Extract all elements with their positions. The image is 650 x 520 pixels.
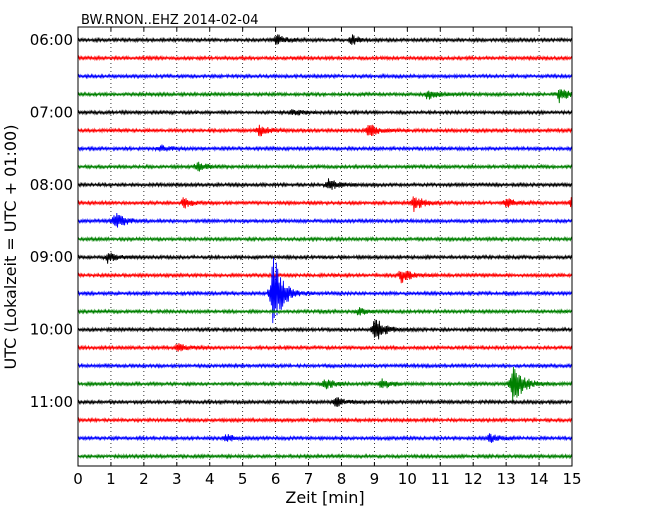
trace-line-4: [77, 109, 573, 116]
trace-line-6: [77, 144, 573, 153]
trace-line-3: [77, 89, 573, 104]
x-tick-label: 15: [562, 470, 581, 488]
trace-line-13: [77, 270, 573, 284]
trace-line-5: [77, 124, 573, 137]
trace-line-18: [77, 362, 573, 370]
x-tick-label: 8: [337, 470, 347, 488]
y-tick-label: 11:00: [30, 393, 73, 411]
trace-line-9: [77, 196, 573, 213]
y-tick-label: 08:00: [30, 176, 73, 194]
x-tick-label: 4: [205, 470, 215, 488]
trace-line-14: [77, 257, 573, 324]
y-axis-ticks: 06:00 07:00 08:00 09:00 10:00 11:00: [30, 31, 572, 411]
y-tick-label: 06:00: [30, 31, 73, 49]
trace-line-16: [77, 319, 573, 340]
x-tick-label: 7: [304, 470, 314, 488]
y-tick-label: 10:00: [30, 321, 73, 339]
trace-line-23: [77, 453, 573, 460]
x-tick-label: 0: [73, 470, 83, 488]
trace-line-10: [77, 212, 573, 228]
axes-frame: [77, 26, 573, 467]
x-axis-label: Zeit [min]: [285, 488, 364, 507]
trace-line-12: [77, 252, 573, 264]
trace-group: [77, 34, 573, 460]
x-tick-label: 9: [370, 470, 380, 488]
trace-line-2: [77, 72, 573, 80]
trace-line-15: [77, 307, 573, 316]
trace-line-17: [77, 343, 573, 352]
trace-line-21: [77, 416, 573, 424]
x-tick-label: 11: [431, 470, 450, 488]
y-tick-label: 07:00: [30, 103, 73, 121]
x-tick-label: 10: [398, 470, 417, 488]
x-tick-label: 6: [271, 470, 281, 488]
trace-line-22: [77, 433, 573, 443]
x-tick-label: 2: [139, 470, 149, 488]
y-axis-label: UTC (Lokalzeit = UTC + 01:00): [1, 125, 20, 370]
x-tick-label: 1: [106, 470, 116, 488]
x-tick-label: 12: [464, 470, 483, 488]
trace-line-0: [77, 34, 573, 45]
grid-lines: [110, 27, 540, 466]
x-tick-label: 13: [497, 470, 516, 488]
trace-line-19: [77, 366, 573, 402]
x-tick-label: 14: [530, 470, 549, 488]
trace-line-8: [77, 178, 573, 190]
trace-line-7: [77, 161, 573, 172]
trace-line-1: [77, 54, 573, 62]
x-axis-ticks: 0 1 2 3 4 5 6 7 8 9 10 11 12 13 14 15: [73, 27, 582, 488]
chart-title: BW.RNON..EHZ 2014-02-04: [81, 13, 259, 28]
y-tick-label: 09:00: [30, 248, 73, 266]
trace-line-20: [77, 397, 573, 407]
x-tick-label: 5: [238, 470, 248, 488]
trace-line-11: [77, 235, 573, 243]
x-tick-label: 3: [172, 470, 182, 488]
